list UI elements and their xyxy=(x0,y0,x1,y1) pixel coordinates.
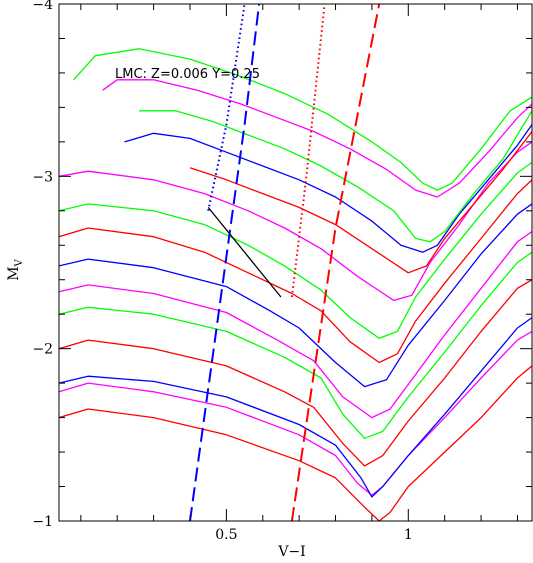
series-line-blue-dotted-15 xyxy=(207,4,246,212)
series-line-red-dotted-17 xyxy=(290,4,326,298)
series-line-blue-solid-6 xyxy=(59,203,532,388)
series-line-magenta-solid-9 xyxy=(59,141,532,302)
series-line-magenta-solid-1 xyxy=(59,330,532,496)
series-line-magenta-solid-5 xyxy=(59,230,532,419)
series-line-black-solid-19 xyxy=(207,206,282,298)
y-axis-label-sub: V xyxy=(14,258,25,267)
y-axis-label: MV xyxy=(6,258,25,280)
x-axis-label: V−I xyxy=(277,544,305,560)
series-line-magenta-solid-13 xyxy=(102,79,532,198)
x-tick-label: 0.5 xyxy=(215,527,237,543)
series-line-green-solid-12 xyxy=(139,110,532,243)
series-line-blue-dashed-16 xyxy=(189,4,261,521)
series-line-green-solid-8 xyxy=(59,161,532,339)
y-axis-label-main: M xyxy=(6,266,22,280)
x-tick-label: 1 xyxy=(404,527,413,543)
y-tick-label: −3 xyxy=(32,169,53,185)
series-line-green-solid-4 xyxy=(59,251,532,439)
chart-annotation: LMC: Z=0.006 Y=0.25 xyxy=(115,67,260,82)
series-layer xyxy=(59,4,532,521)
y-tick-label: −1 xyxy=(32,514,53,530)
svg-text:MV: MV xyxy=(6,258,25,280)
series-line-red-solid-0 xyxy=(59,365,532,521)
y-tick-label: −4 xyxy=(32,0,53,13)
series-line-red-solid-7 xyxy=(59,179,532,364)
series-line-blue-solid-2 xyxy=(59,317,532,498)
series-line-red-solid-10 xyxy=(189,131,532,274)
series-line-red-solid-3 xyxy=(59,279,532,467)
plot-frame xyxy=(58,3,533,522)
series-line-green-solid-14 xyxy=(73,48,532,191)
tick-layer: 0.5 1 −4 −3 −2 −1 xyxy=(32,0,532,543)
y-tick-label: −2 xyxy=(32,342,53,358)
series-line-blue-solid-11 xyxy=(124,124,532,253)
series-line-red-dashed-18 xyxy=(290,4,381,521)
